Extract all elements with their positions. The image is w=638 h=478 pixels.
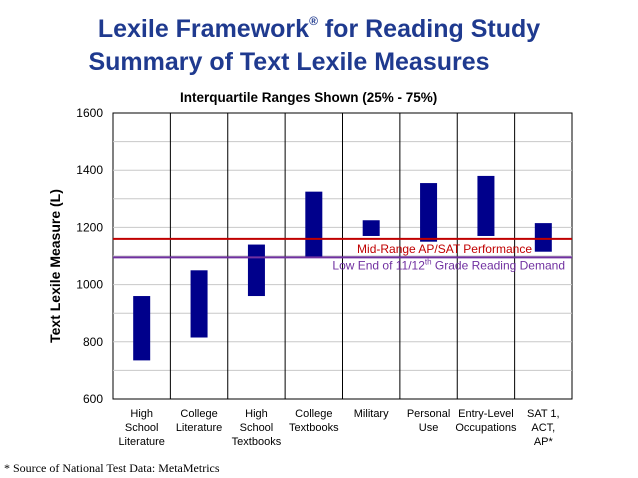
x-category-label: Literature [176,422,222,434]
chart-subtitle: Interquartile Ranges Shown (25% - 75%) [180,90,438,105]
x-category-label: Entry-Level [458,408,514,420]
x-category-label: Occupations [455,422,517,434]
x-category-label: High [245,408,268,420]
x-category-label: Personal [407,408,450,420]
page-title: Lexile Framework® for Reading Study [0,14,638,44]
iqr-bar [305,191,323,258]
y-tick-label: 1600 [76,106,103,120]
x-category-label: Textbooks [289,422,339,434]
reference-label-grade-demand: Low End of 11/12th Grade Reading Demand [332,257,565,272]
y-axis-label: Text Lexile Measure (L) [47,189,63,343]
x-category-label: Military [354,408,389,420]
y-tick-label: 600 [83,392,103,406]
y-tick-label: 1400 [76,163,103,177]
iqr-bar [247,244,265,297]
footnote: * Source of National Test Data: MetaMetr… [4,461,220,475]
title-part1: Lexile Framework [97,15,310,43]
iqr-bar [534,223,552,252]
x-category-label: Use [419,422,439,434]
x-category-label: School [240,422,274,434]
iqr-bar [133,296,151,361]
reference-label-ap-sat: Mid-Range AP/SAT Performance [357,242,532,256]
x-category-label: Textbooks [232,436,282,448]
iqr-bar [362,220,380,236]
title-part2: for Reading Study [317,15,541,43]
x-category-label: SAT 1, [527,408,560,420]
y-tick-label: 1200 [76,220,103,234]
x-category-label: College [180,408,217,420]
iqr-bar [420,183,438,242]
x-category-label: School [125,422,159,434]
iqr-bar [477,175,495,236]
x-category-label: AP* [534,436,554,448]
x-category-label: Literature [118,436,164,448]
registered-mark: ® [309,14,318,28]
x-category-label: High [130,408,153,420]
x-category-label: ACT, [531,422,555,434]
x-category-label: College [295,408,332,420]
iqr-bar [190,270,208,338]
page-subtitle: Summary of Text Lexile Measures [88,48,490,76]
y-tick-label: 1000 [76,278,103,292]
y-tick-label: 800 [83,335,103,349]
